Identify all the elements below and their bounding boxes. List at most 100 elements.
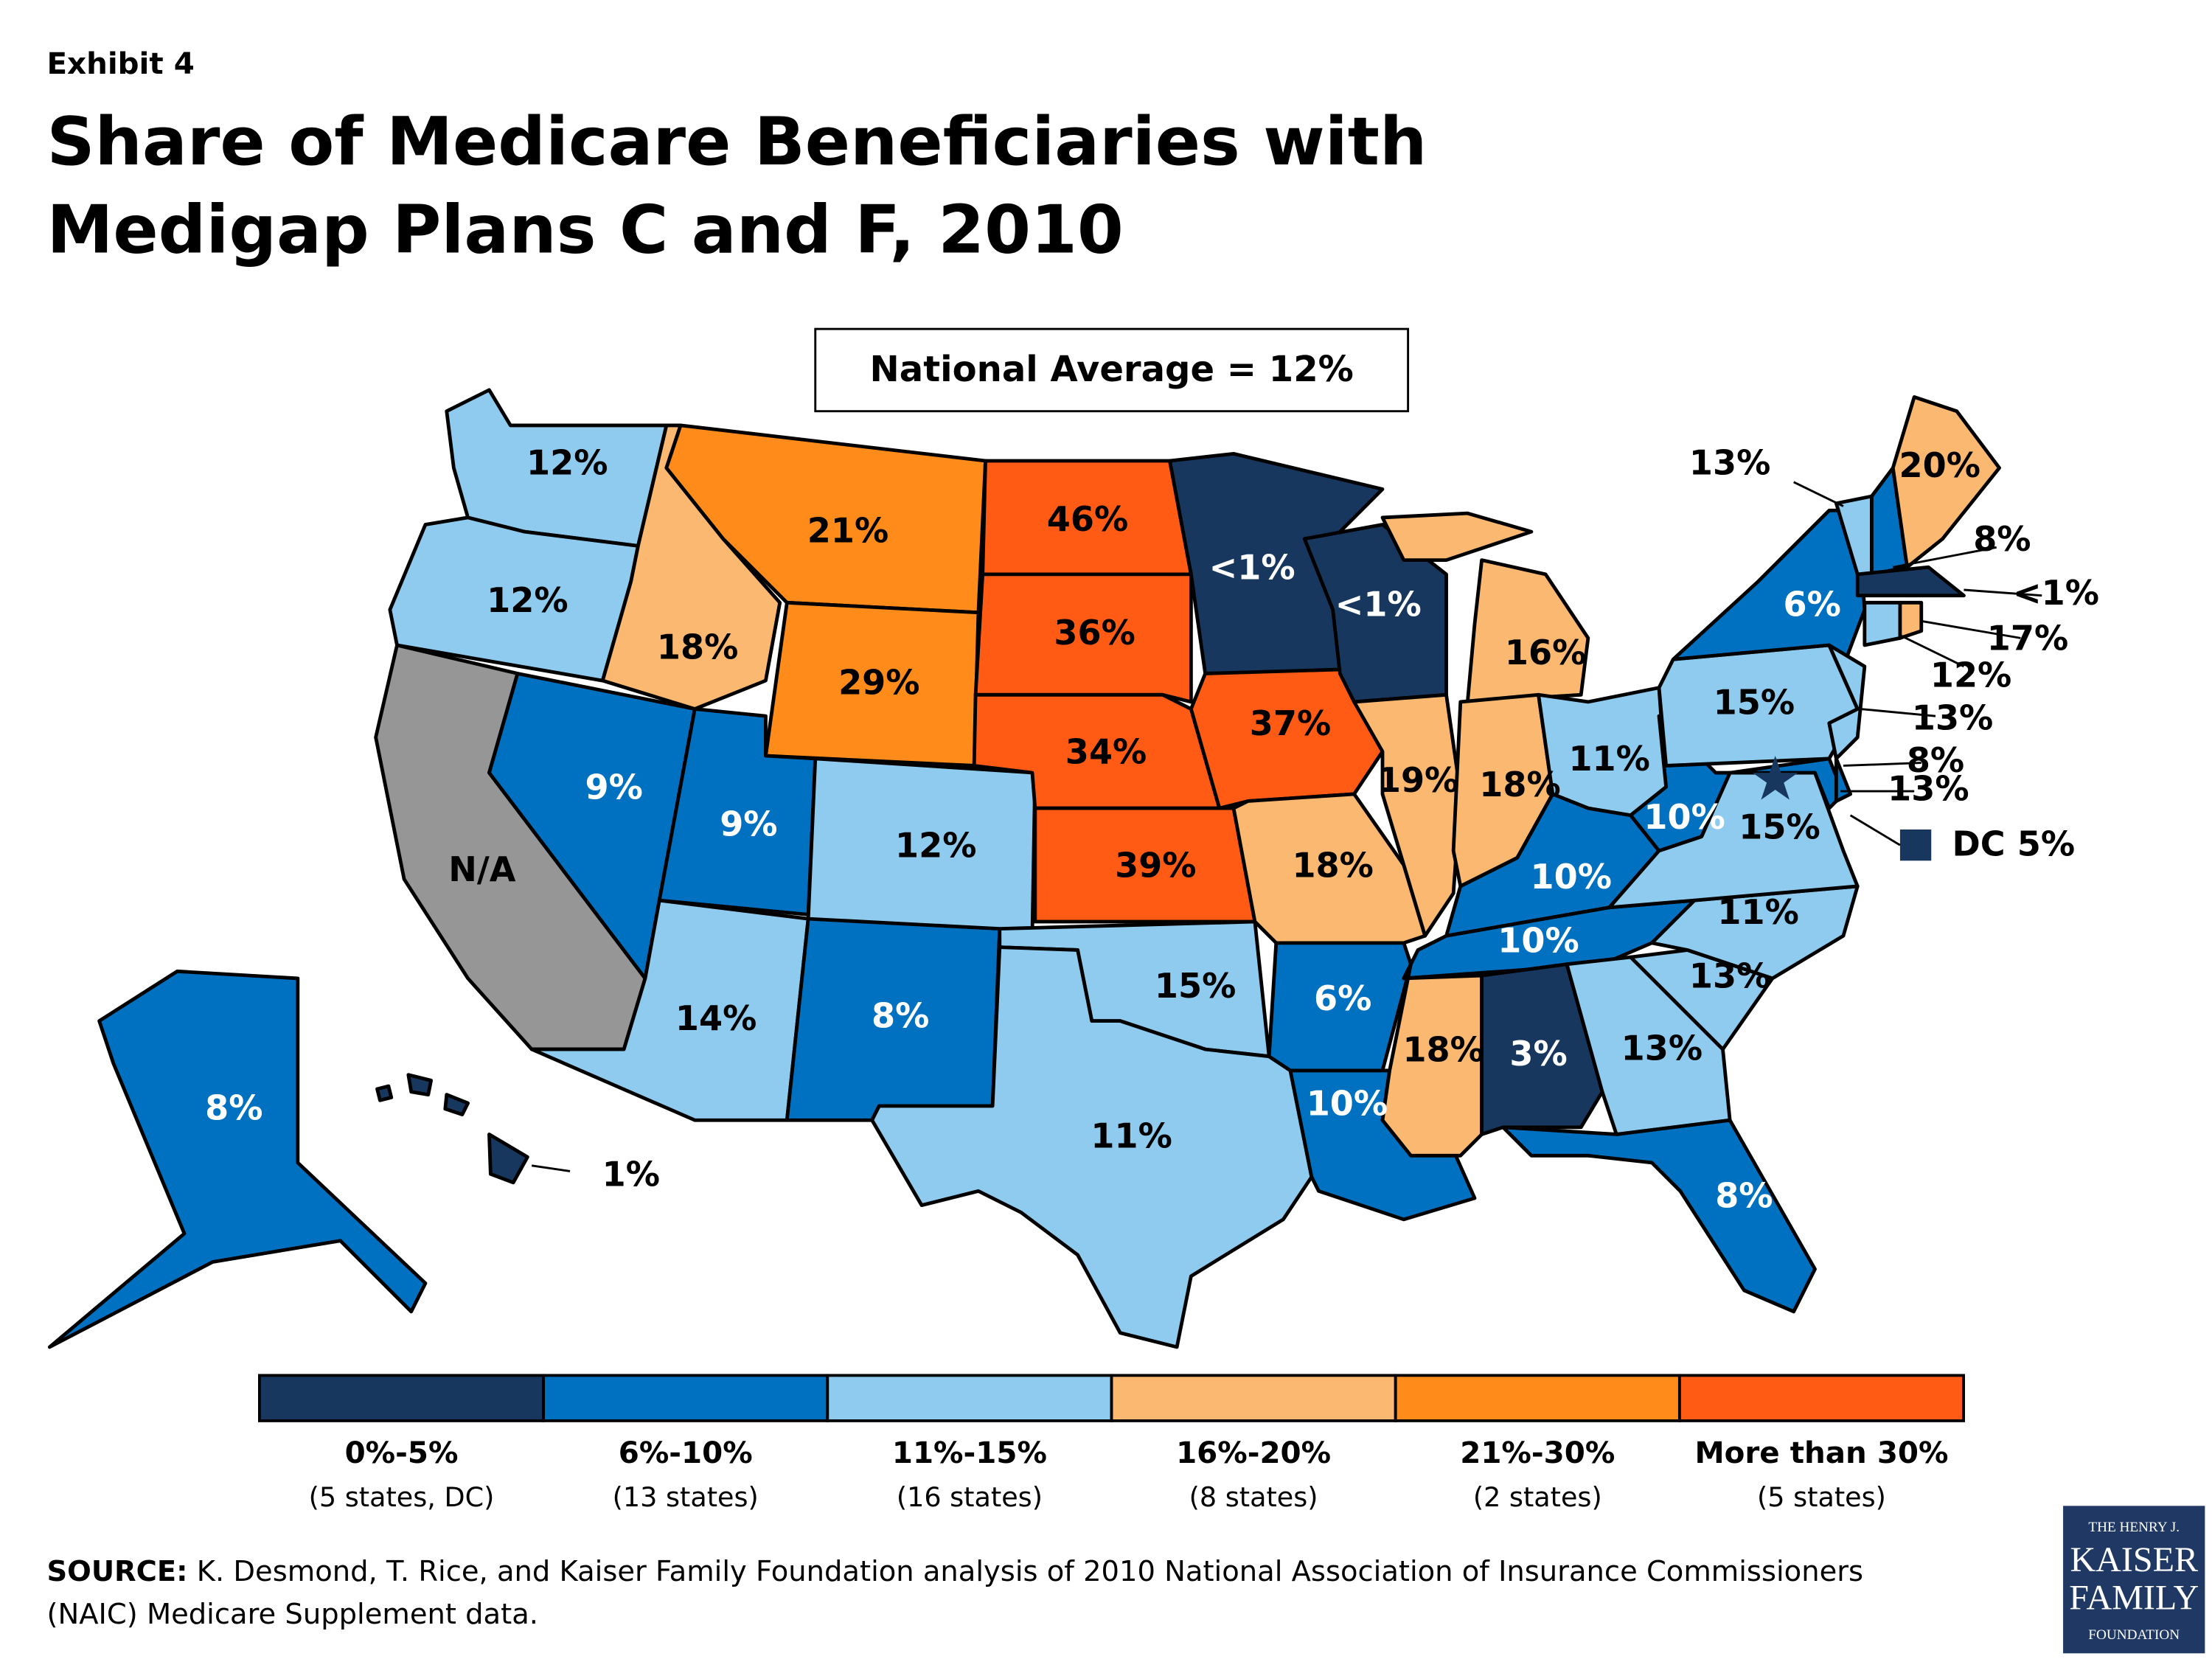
- state-label: 46%: [1047, 499, 1128, 539]
- leader-line: [1793, 481, 1844, 507]
- leader-line: [1893, 546, 1997, 568]
- legend-swatch: [542, 1374, 830, 1422]
- state: [1501, 1118, 1817, 1314]
- leader-line: [531, 1164, 571, 1172]
- source: SOURCE: K. Desmond, T. Rice, and Kaiser …: [46, 1555, 1863, 1588]
- leader-line: [1843, 762, 1921, 767]
- state-label: 8%: [1715, 1176, 1773, 1216]
- legend-count: (13 states): [613, 1481, 759, 1513]
- dc-star: [1752, 756, 1798, 800]
- state-label: 11%: [1717, 892, 1798, 932]
- state-label: 11%: [1568, 739, 1649, 779]
- state-label: <1%: [2013, 573, 2099, 613]
- state-label: 16%: [1505, 633, 1586, 672]
- state: [973, 572, 1193, 704]
- state-label: 1%: [602, 1155, 660, 1194]
- state-label: 8%: [205, 1088, 262, 1127]
- state-label: 21%: [807, 511, 888, 551]
- state-label: 10%: [1498, 920, 1579, 960]
- state-label: 6%: [1314, 978, 1371, 1018]
- title-line: Medigap Plans C and F, 2010: [46, 191, 1123, 268]
- leader-line: [1860, 708, 1936, 717]
- state-label: DC 5%: [1952, 824, 2075, 864]
- state: [870, 945, 1314, 1349]
- state: [47, 969, 428, 1349]
- legend: 0%-5% (5 states, DC) 6%-10% (13 states) 11%-…: [258, 1374, 1966, 1513]
- source-label: SOURCE:: [46, 1555, 187, 1588]
- state: [1855, 565, 1966, 598]
- state-label: 18%: [657, 627, 738, 667]
- state-label: 8%: [872, 995, 929, 1035]
- leader-line: [1964, 588, 2042, 597]
- legend-range: More than 30%: [1694, 1436, 1948, 1470]
- dc-marker: [1899, 830, 1932, 861]
- state-label: 18%: [1402, 1029, 1484, 1069]
- state-label: 12%: [895, 826, 976, 866]
- state: [1629, 714, 1732, 853]
- legend-range: 6%-10%: [619, 1436, 753, 1470]
- legend-swatch: [1677, 1374, 1966, 1422]
- legend-count: (16 states): [897, 1481, 1043, 1513]
- logo: [2063, 1506, 2205, 1654]
- state-label: 8%: [1973, 519, 2031, 559]
- legend-swatch: [1110, 1374, 1397, 1422]
- logo-text: KAISER: [2070, 1540, 2198, 1579]
- state-label: 17%: [1987, 619, 2068, 658]
- legend-count: (5 states, DC): [309, 1481, 495, 1513]
- state-label: 13%: [1689, 442, 1770, 482]
- logo-text: FOUNDATION: [2088, 1627, 2180, 1643]
- state-label: 6%: [1784, 585, 1841, 625]
- state-label: 36%: [1054, 613, 1135, 653]
- state-label: 29%: [838, 662, 919, 702]
- title-line: Share of Medicare Beneficiaries with: [46, 103, 1427, 181]
- state: [1380, 511, 1534, 563]
- leader-line: [1921, 619, 2021, 639]
- state: [1891, 395, 2001, 569]
- state-label: 11%: [1091, 1116, 1172, 1156]
- legend-range: 16%-20%: [1176, 1436, 1331, 1470]
- legend-count: (2 states): [1473, 1481, 1602, 1513]
- state-label: 12%: [1930, 655, 2011, 695]
- average-box: [814, 327, 1410, 413]
- state-label: 12%: [487, 580, 568, 620]
- legend-swatch: [826, 1374, 1113, 1422]
- state-label: 13%: [1912, 698, 1993, 737]
- source-text: K. Desmond, T. Rice, and Kaiser Family F…: [188, 1555, 1864, 1588]
- legend-range: 0%-5%: [345, 1436, 459, 1470]
- state-label: 18%: [1479, 765, 1560, 804]
- source-text: (NAIC) Medicare Supplement data.: [46, 1598, 538, 1631]
- map-labels: 12% 12% N/A 9% 18% 21% 29% 9% 12% 14% 8% 46% 36% 34% 3…: [205, 442, 2099, 1215]
- state-label: 15%: [1155, 966, 1236, 1006]
- state: [443, 1093, 470, 1116]
- legend-range: 21%-30%: [1460, 1436, 1615, 1470]
- state-label: 10%: [1531, 857, 1612, 897]
- map: [47, 388, 2001, 1349]
- national-average: National Average = 12%: [870, 349, 1354, 390]
- state-label: 13%: [1621, 1029, 1703, 1068]
- state-label: 13%: [1888, 769, 1969, 809]
- state-label: 15%: [1739, 807, 1820, 847]
- logo-text: FAMILY: [2069, 1579, 2199, 1618]
- legend-swatch: [1394, 1374, 1681, 1422]
- state-label: 37%: [1250, 703, 1331, 743]
- state: [1465, 558, 1590, 704]
- state-label: N/A: [448, 849, 515, 889]
- state-label: 14%: [675, 998, 757, 1038]
- state-label: 9%: [585, 768, 643, 807]
- leader-line: [1849, 814, 1901, 846]
- logo-text: THE HENRY J.: [2088, 1520, 2180, 1535]
- state-label: 19%: [1377, 760, 1458, 800]
- state-label: 10%: [1307, 1084, 1388, 1124]
- state-label: <1%: [1209, 548, 1295, 588]
- state-label: 15%: [1714, 682, 1795, 722]
- state-label: 39%: [1115, 845, 1196, 885]
- state-label: 18%: [1292, 845, 1373, 885]
- legend-swatch: [258, 1374, 546, 1422]
- state-label: 10%: [1644, 797, 1725, 837]
- leader-line: [1899, 634, 1965, 668]
- state: [1352, 692, 1463, 938]
- state-label: 8%: [1907, 740, 1964, 780]
- state: [375, 1084, 394, 1102]
- state-label: <1%: [1335, 585, 1422, 625]
